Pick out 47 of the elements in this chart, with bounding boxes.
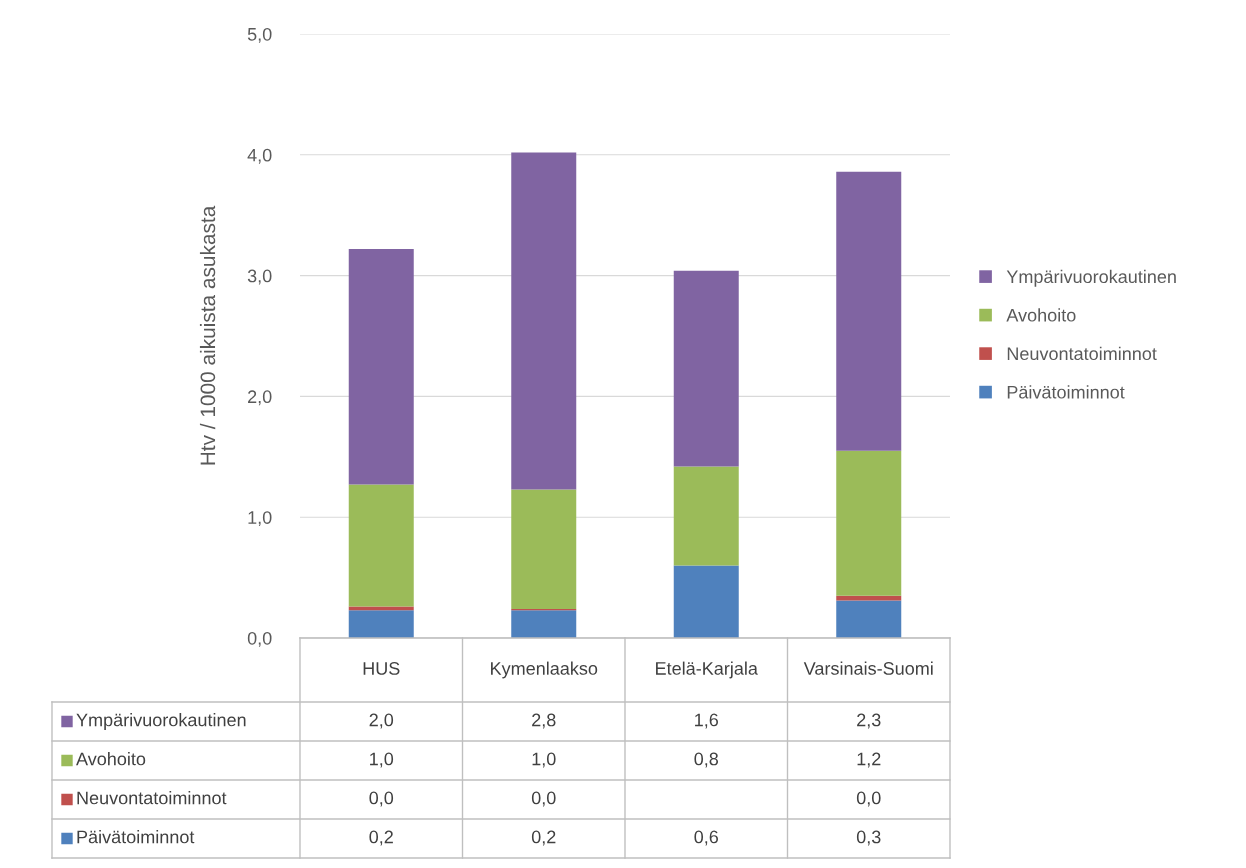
text: Päivätoiminnot [77,830,195,844]
y-tick-label: 0,0 [247,631,272,647]
bar [511,152,577,490]
data-label: 2,8 [532,713,556,729]
data-label: 0,2 [369,830,393,846]
bar [836,595,902,601]
legend-label: Avohoito [1006,308,1076,322]
y-tick-label: 5,0 [247,27,272,43]
y-tick-label: 4,0 [247,148,272,164]
y-tick-label: 3,0 [247,269,272,285]
bar [511,610,577,638]
text: Neuvontatoiminnot [1007,346,1157,361]
bar [348,610,414,638]
legend-label: Ympärivuorokautinen [1006,269,1176,287]
data-label: 1,0 [532,752,556,768]
data-label: 0,3 [856,830,881,846]
data-label: 0,0 [369,791,394,807]
bar [673,270,739,467]
text: Avohoito [76,752,146,766]
bar [673,565,739,638]
x-tick-label: HUS [363,662,400,675]
y-tick-label: 2,0 [248,390,272,406]
x-tick-label: Etelä-Karjala [656,661,758,679]
data-label: 0,2 [531,830,556,846]
y-axis-title: Htv / 1000 aikuista asukasta [199,205,216,465]
data-label: 1,6 [695,713,719,729]
data-label: 0,8 [694,752,719,768]
y-tick-label: 1,0 [248,511,272,527]
x-tick-label: Kymenlaakso [491,661,598,679]
bar [836,600,902,638]
data-label: 1,2 [857,752,881,768]
text: Ympärivuorokautinen [76,713,246,730]
data-label: 0,6 [694,830,719,846]
bar [836,450,902,596]
bar [673,466,739,566]
legend-label: Päivätoiminnot [1007,385,1125,399]
data-label: 1,0 [370,752,394,768]
data-label: 2,0 [369,713,394,729]
data-label: 0,0 [531,791,556,807]
bar [348,484,414,607]
x-tick-label: Varsinais-Suomi [803,661,933,675]
data-label: 0,0 [856,791,881,807]
bar [348,249,414,485]
legend-label: Neuvontatoiminnot [77,791,227,805]
data-label: 2,3 [857,713,881,729]
bar [836,171,902,451]
bar [511,489,577,610]
